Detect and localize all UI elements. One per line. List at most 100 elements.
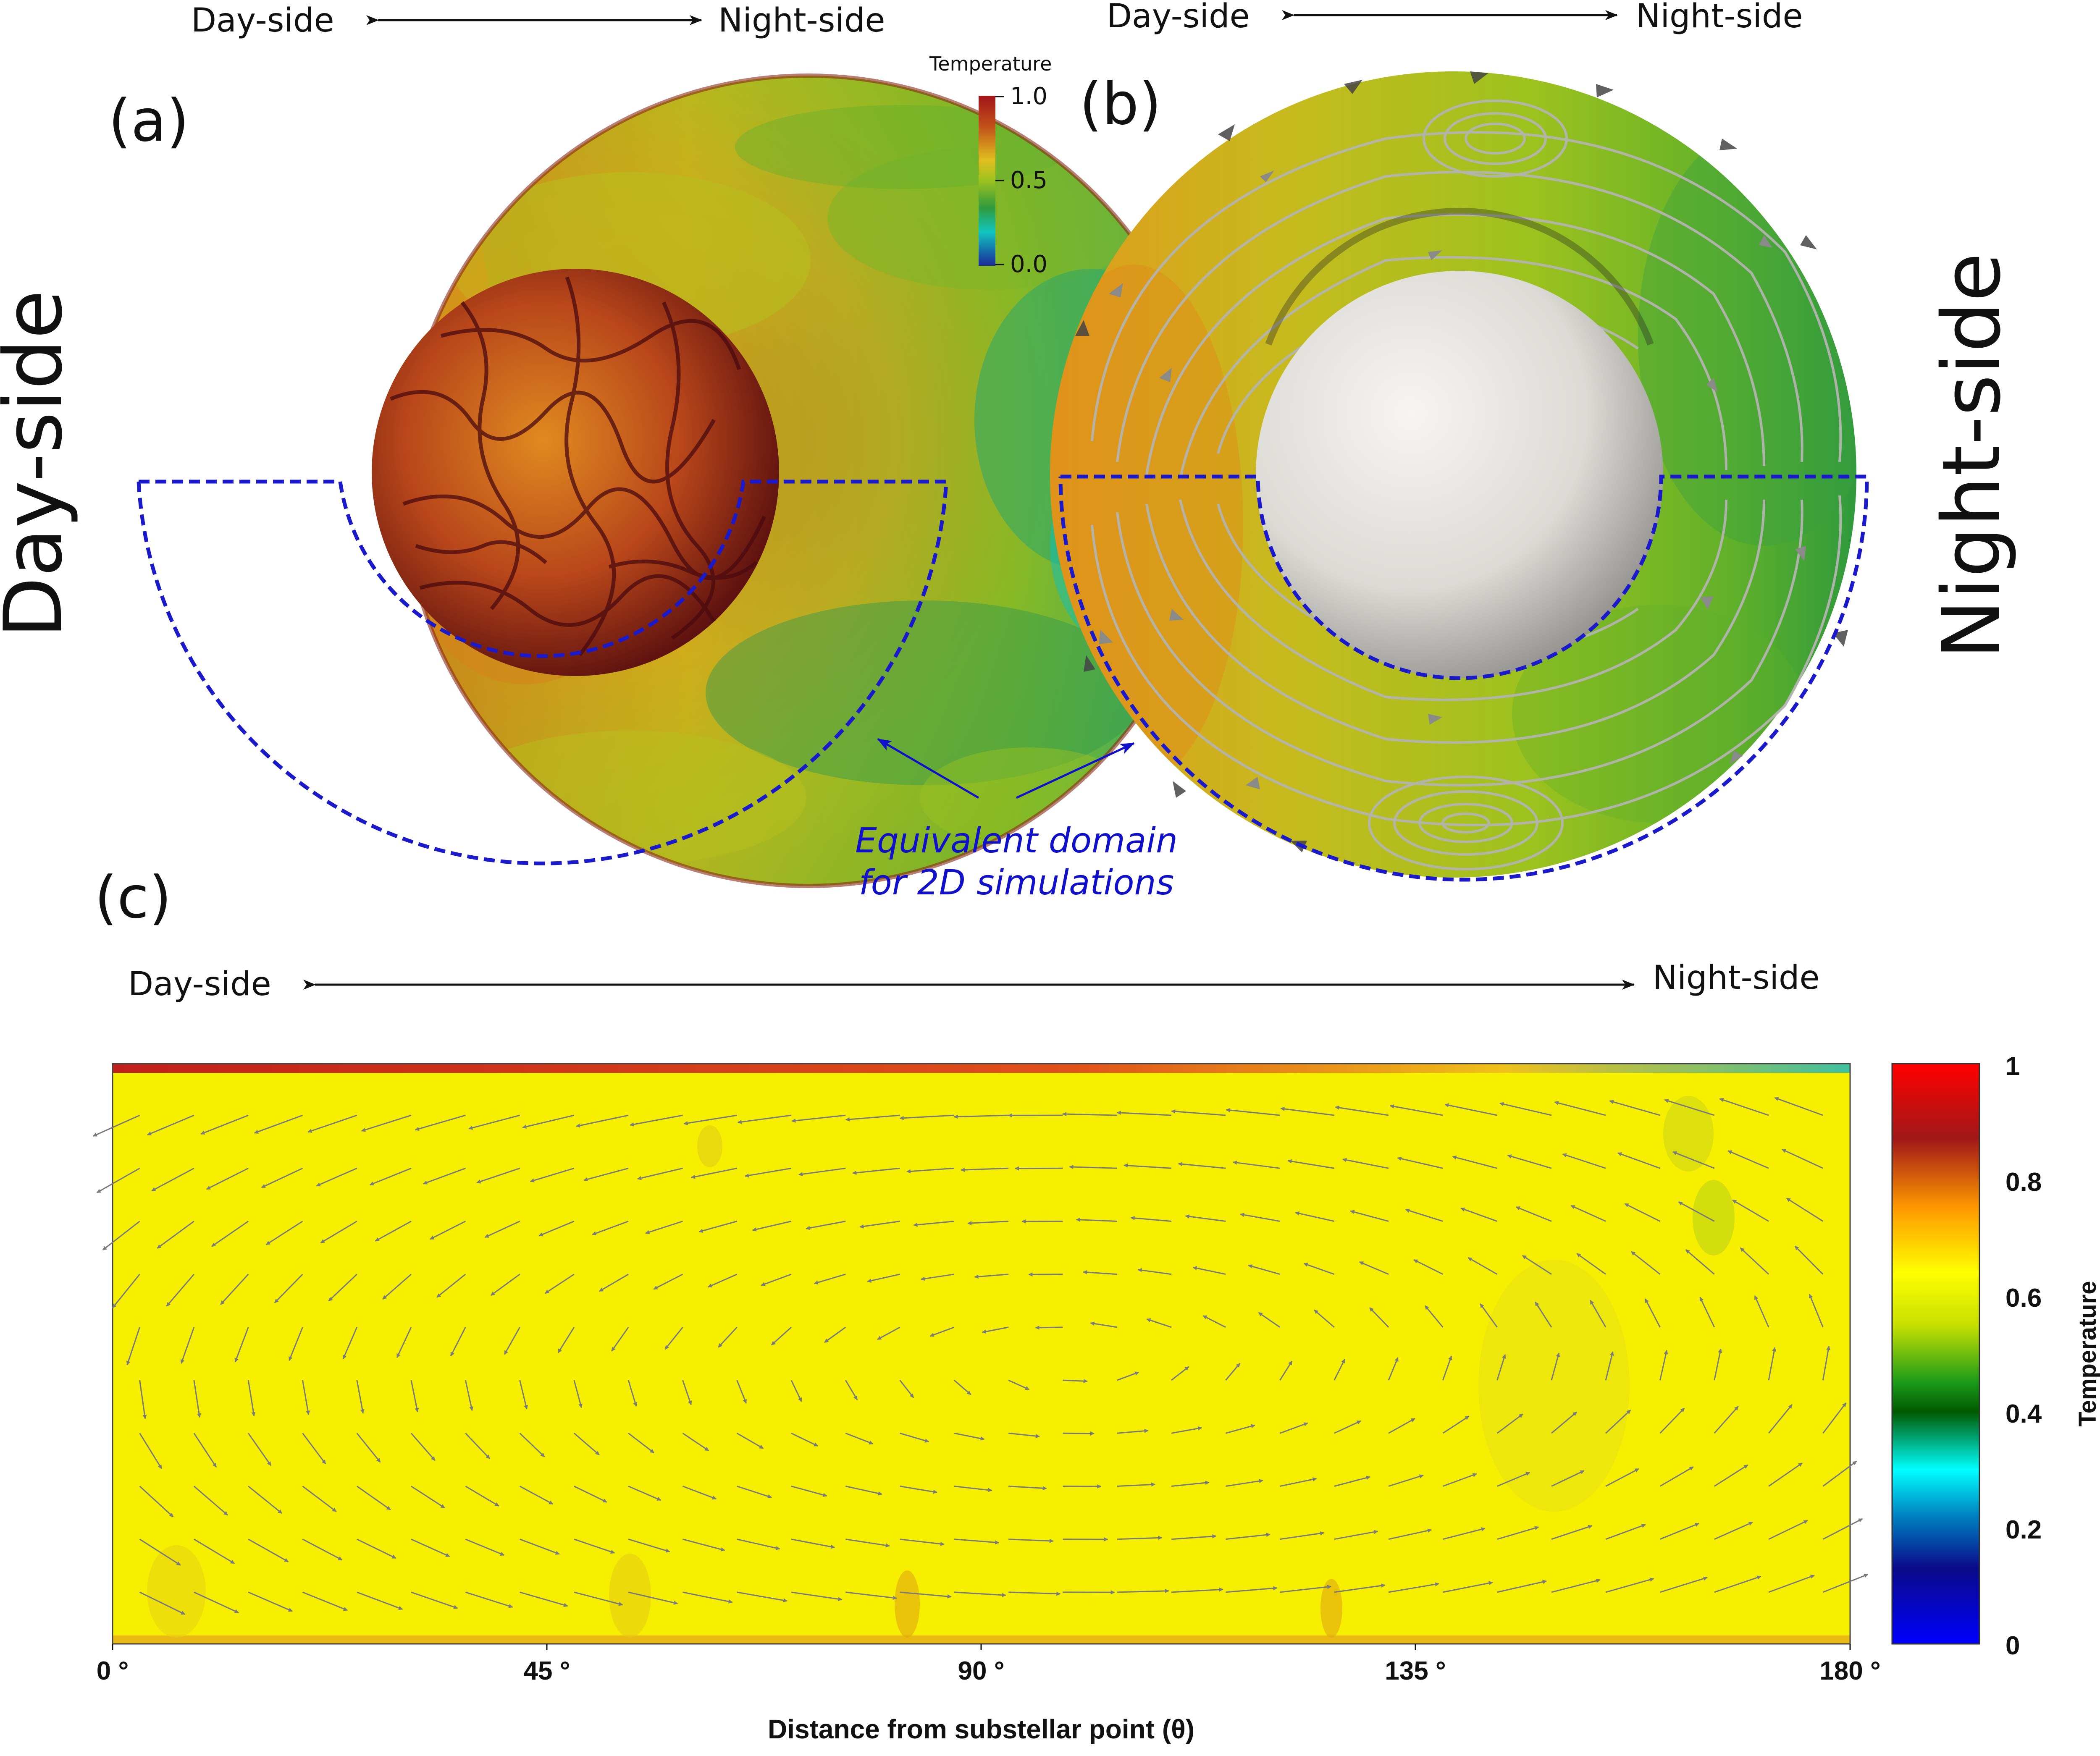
velocity-arrow (1754, 1295, 1769, 1328)
velocity-arrow (845, 1114, 900, 1122)
velocity-arrow (1226, 1586, 1278, 1593)
velocity-arrow (1605, 1578, 1654, 1593)
velocity-arrow (211, 1221, 249, 1247)
velocity-arrow (1452, 1155, 1498, 1169)
panel-c-2d-simulation: Day-side Night-side 0 ° 45 ° (92, 959, 2100, 1744)
velocity-arrow (484, 1221, 520, 1238)
velocity-arrow (302, 1591, 348, 1611)
velocity-arrow (411, 1538, 450, 1557)
panel-c-xtick-0: 0 ° (97, 1656, 129, 1685)
velocity-arrow (877, 1326, 900, 1340)
velocity-arrow (1388, 1474, 1424, 1487)
velocity-arrow (1732, 1199, 1769, 1222)
velocity-arrow (490, 1274, 520, 1296)
velocity-arrow (1226, 1108, 1280, 1116)
panel-c-arrow-label-dayside: Day-side (128, 965, 271, 1003)
velocity-arrow (1192, 1266, 1226, 1275)
velocity-arrow (1554, 1101, 1606, 1116)
velocity-arrow (682, 1591, 733, 1604)
velocity-arrow (737, 1114, 792, 1124)
velocity-arrow (415, 1114, 466, 1131)
velocity-arrow (1442, 1355, 1452, 1381)
velocity-arrow (1809, 1294, 1824, 1328)
annotation-arrow-b (1016, 742, 1135, 799)
panel-c-colorbar: 1 0.8 0.6 0.4 0.2 0 Temperature (1891, 1052, 2100, 1660)
velocity-arrow (737, 1538, 780, 1550)
velocity-arrow (1280, 1585, 1332, 1593)
velocity-arrow (1672, 1151, 1715, 1169)
top-arrow-b: Day-side Night-side (1107, 0, 1803, 35)
velocity-arrow (112, 1274, 140, 1308)
velocity-arrow (1171, 1109, 1226, 1116)
velocity-arrow (139, 1538, 181, 1566)
velocity-arrow (1535, 1301, 1552, 1328)
velocity-arrow (410, 1433, 436, 1461)
velocity-arrow (682, 1486, 717, 1500)
velocity-arrow (1822, 1573, 1869, 1593)
velocity-arrow (1768, 1404, 1793, 1434)
velocity-arrow (736, 1433, 764, 1449)
velocity-arrow (1714, 1348, 1722, 1381)
velocity-arrow (200, 1114, 249, 1135)
velocity-arrow (1768, 1520, 1808, 1540)
velocity-arrow (1008, 1538, 1054, 1543)
velocity-arrow (1028, 1272, 1063, 1277)
velocity-arrow (1035, 1325, 1063, 1330)
velocity-arrow (465, 1433, 491, 1459)
velocity-arrow (1515, 1206, 1552, 1222)
velocity-arrow (1083, 1270, 1117, 1275)
velocity-arrow (1467, 1257, 1498, 1275)
velocity-arrow (357, 1591, 403, 1610)
velocity-arrow (1551, 1352, 1560, 1381)
velocity-arrow (234, 1327, 249, 1363)
velocity-arrow (683, 1114, 737, 1125)
velocity-arrow (1124, 1163, 1172, 1169)
velocity-arrow (1279, 1422, 1308, 1434)
velocity-arrow (1714, 1521, 1753, 1540)
velocity-arrow (682, 1538, 725, 1552)
velocity-arrow (920, 1274, 955, 1281)
velocity-arrow (247, 1433, 272, 1466)
velocity-arrow (1069, 1165, 1117, 1169)
velocity-arrow (1714, 1464, 1748, 1487)
velocity-arrow (248, 1538, 289, 1562)
velocity-arrow (845, 1432, 874, 1445)
velocity-arrow (1279, 1360, 1293, 1381)
annotation-line-2: for 2D simulations (859, 863, 1174, 903)
velocity-arrow (1117, 1482, 1156, 1487)
velocity-arrow (1480, 1303, 1498, 1328)
panel-b-domain-outline (1058, 474, 1869, 882)
velocity-arrow (845, 1380, 858, 1400)
velocity-arrow (744, 1167, 792, 1178)
top-label-b-dayside: Day-side (1107, 0, 1250, 35)
velocity-arrow (791, 1591, 843, 1601)
velocity-arrow (316, 1167, 357, 1187)
velocity-arrow (1507, 1154, 1552, 1169)
velocity-arrow (599, 1274, 629, 1292)
velocity-arrow (476, 1167, 520, 1184)
velocity-arrow (824, 1326, 846, 1343)
panel-a-domain-outline (136, 480, 948, 865)
top-label-a-nightside: Night-side (718, 2, 885, 39)
velocity-arrow (1116, 1111, 1172, 1116)
velocity-arrow (356, 1433, 381, 1463)
velocity-arrow (254, 1114, 303, 1134)
velocity-arrow (139, 1591, 186, 1615)
velocity-arrow (592, 1221, 629, 1235)
velocity-arrow (1225, 1424, 1255, 1434)
side-label-dayside: Day-side (0, 290, 80, 638)
panel-c-xaxis: 0 ° 45 ° 90 ° 135 ° 180 ° Distance from … (97, 1644, 1881, 1744)
velocity-arrow (151, 1167, 194, 1192)
velocity-arrow (1714, 1406, 1739, 1434)
velocity-arrow (102, 1221, 140, 1251)
velocity-arrow (1443, 1527, 1486, 1540)
velocity-arrow (1551, 1578, 1601, 1593)
velocity-arrow (690, 1167, 737, 1179)
velocity-arrow (1685, 1249, 1715, 1275)
velocity-arrow (1335, 1105, 1389, 1116)
velocity-arrow (967, 1221, 1009, 1225)
velocity-arrow (1225, 1363, 1241, 1381)
velocity-arrow (1226, 1533, 1270, 1540)
velocity-arrow (1248, 1264, 1280, 1275)
velocity-arrow (520, 1538, 560, 1555)
